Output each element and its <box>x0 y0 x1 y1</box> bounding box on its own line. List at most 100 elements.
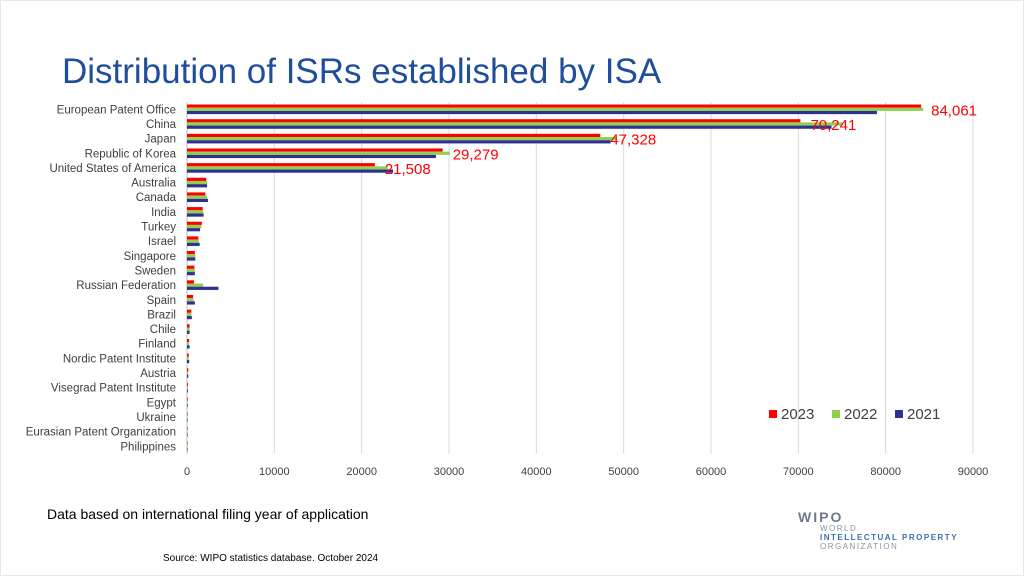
bar-2022 <box>187 180 208 185</box>
category-label: Spain <box>147 295 176 307</box>
category-label: Philippines <box>120 441 176 453</box>
x-tick-label: 60000 <box>696 466 727 478</box>
bar-2023 <box>187 163 375 167</box>
bar-2023 <box>187 221 202 225</box>
legend-label-2021: 2021 <box>907 406 940 423</box>
bar-2023 <box>187 294 194 299</box>
bar-2021 <box>187 403 188 408</box>
bar-2023 <box>187 441 188 445</box>
bar-2023 <box>187 382 188 387</box>
category-label: Visegrad Patent Institute <box>51 383 176 395</box>
bar-2023 <box>187 324 190 328</box>
category-label: Sweden <box>134 265 176 277</box>
category-label: Singapore <box>124 251 176 263</box>
bar-2022 <box>187 342 190 346</box>
bar-2022 <box>187 239 199 243</box>
x-tick-label: 80000 <box>870 466 901 478</box>
bar-2023 <box>187 119 801 123</box>
bar-2021 <box>187 257 196 261</box>
logo-word: WIPO <box>798 509 844 525</box>
category-label: Turkey <box>141 222 176 234</box>
category-label: Australia <box>131 178 176 190</box>
legend-label-2022: 2022 <box>844 406 877 423</box>
bar-2021 <box>187 301 195 305</box>
bar-2022 <box>187 122 843 126</box>
bar-2023 <box>187 133 601 138</box>
bar-2022 <box>187 210 204 214</box>
bar-2022 <box>187 386 188 390</box>
category-label: Ukraine <box>136 412 176 424</box>
page-title: Distribution of ISRs established by ISA <box>62 52 662 91</box>
logo-line-2: INTELLECTUAL PROPERTY <box>820 533 959 542</box>
bar-2022 <box>187 268 195 273</box>
bar-2021 <box>187 272 195 276</box>
x-tick-label: 0 <box>184 466 190 478</box>
bar-2023 <box>187 412 188 416</box>
bar-2021 <box>187 169 394 173</box>
bar-2023 <box>187 397 188 401</box>
bar-2023 <box>187 207 203 211</box>
data-label: 70,241 <box>810 117 856 134</box>
category-label: Canada <box>136 192 177 204</box>
category-label: European Patent Office <box>57 104 176 116</box>
bar-2022 <box>187 444 188 448</box>
bar-2023 <box>187 309 192 313</box>
bar-2022 <box>187 371 189 375</box>
data-label: 21,508 <box>385 161 431 178</box>
bar-2023 <box>187 236 199 240</box>
bar-2023 <box>187 426 188 431</box>
data-label: 29,279 <box>453 146 499 163</box>
bar-2022 <box>187 107 924 111</box>
bar-2023 <box>187 353 189 357</box>
category-label: Chile <box>150 324 176 336</box>
bar-2021 <box>187 316 192 320</box>
data-label: 84,061 <box>931 102 977 119</box>
bar-2023 <box>187 148 443 152</box>
bar-2022 <box>187 298 194 302</box>
x-tick-label: 70000 <box>783 466 814 478</box>
bar-2021 <box>187 330 190 334</box>
legend-swatch-2022 <box>832 410 840 418</box>
bar-2021 <box>187 418 188 422</box>
wipo-logo: WIPO WORLD INTELLECTUAL PROPERTY ORGANIZ… <box>798 510 958 551</box>
bar-2021 <box>187 389 188 393</box>
data-label: 47,328 <box>610 132 656 149</box>
category-label: Nordic Patent Institute <box>63 353 176 365</box>
category-label: Japan <box>145 134 176 146</box>
bar-2022 <box>187 137 617 141</box>
bar-2022 <box>187 356 189 360</box>
bar-2023 <box>187 265 195 269</box>
bar-2021 <box>187 198 208 203</box>
bar-2021 <box>187 140 611 144</box>
bar-2021 <box>187 125 832 129</box>
bar-2022 <box>187 224 202 229</box>
bar-2022 <box>187 312 192 317</box>
bar-2022 <box>187 415 188 419</box>
bar-2023 <box>187 251 195 255</box>
bar-2021 <box>187 154 436 159</box>
category-label: Finland <box>138 339 176 351</box>
category-label: Austria <box>140 368 176 380</box>
x-tick-label: 50000 <box>608 466 639 478</box>
bar-2023 <box>187 104 922 108</box>
bar-2021 <box>187 286 219 290</box>
legend-swatch-2021 <box>895 410 903 418</box>
logo-line-1: WORLD <box>820 524 858 533</box>
bar-2023 <box>187 368 189 372</box>
bar-2022 <box>187 254 196 258</box>
bar-2021 <box>187 228 201 232</box>
bar-2021 <box>187 374 189 378</box>
source-note: Source: WIPO statistics database. Octobe… <box>163 553 379 564</box>
x-tick-label: 90000 <box>958 466 989 478</box>
bar-2023 <box>187 192 206 196</box>
bar-2023 <box>187 280 194 284</box>
bar-2021 <box>187 433 188 437</box>
bar-2022 <box>187 283 204 287</box>
x-tick-label: 20000 <box>346 466 377 478</box>
x-tick-label: 30000 <box>434 466 465 478</box>
category-label: Israel <box>148 236 176 248</box>
bar-2022 <box>187 195 208 199</box>
x-tick-label: 40000 <box>521 466 552 478</box>
bar-2022 <box>187 400 188 404</box>
legend-swatch-2023 <box>769 410 777 418</box>
